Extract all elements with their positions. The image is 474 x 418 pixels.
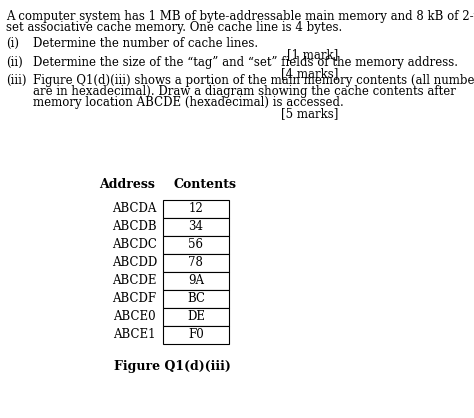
Text: set associative cache memory. One cache line is 4 bytes.: set associative cache memory. One cache …	[6, 21, 342, 34]
Text: Contents: Contents	[173, 178, 236, 191]
Text: (i): (i)	[6, 37, 19, 50]
Text: are in hexadecimal). Draw a diagram showing the cache contents after: are in hexadecimal). Draw a diagram show…	[33, 85, 456, 98]
Bar	[163, 290, 228, 308]
Bar	[163, 218, 228, 236]
Text: memory location ABCDE (hexadecimal) is accessed.: memory location ABCDE (hexadecimal) is a…	[33, 96, 343, 109]
Bar	[163, 254, 228, 272]
Text: 34: 34	[188, 220, 203, 233]
Text: (iii): (iii)	[6, 74, 26, 87]
Text: [1 mark]: [1 mark]	[287, 48, 338, 61]
Text: 12: 12	[189, 202, 203, 215]
Bar	[163, 326, 228, 344]
Text: 78: 78	[189, 256, 203, 269]
Text: [5 marks]: [5 marks]	[281, 107, 338, 120]
Text: ABCE0: ABCE0	[113, 310, 155, 323]
Bar	[163, 272, 228, 290]
Text: ABCE1: ABCE1	[113, 328, 155, 341]
Bar	[163, 308, 228, 326]
Text: Figure Q1(d)(iii): Figure Q1(d)(iii)	[113, 360, 230, 373]
Text: Determine the number of cache lines.: Determine the number of cache lines.	[33, 37, 258, 50]
Text: Determine the size of the “tag” and “set” fields of the memory address.: Determine the size of the “tag” and “set…	[33, 56, 458, 69]
Bar	[163, 236, 228, 254]
Text: ABCDF: ABCDF	[112, 292, 156, 305]
Text: Address: Address	[99, 178, 155, 191]
Text: Figure Q1(d)(iii) shows a portion of the main memory contents (all numbers: Figure Q1(d)(iii) shows a portion of the…	[33, 74, 474, 87]
Bar	[163, 200, 228, 218]
Text: ABCDE: ABCDE	[112, 274, 156, 287]
Text: A computer system has 1 MB of byte-addressable main memory and 8 kB of 2-way: A computer system has 1 MB of byte-addre…	[6, 10, 474, 23]
Text: ABCDA: ABCDA	[112, 202, 156, 215]
Text: 56: 56	[188, 238, 203, 251]
Text: (ii): (ii)	[6, 56, 23, 69]
Text: 9A: 9A	[188, 274, 204, 287]
Text: ABCDB: ABCDB	[112, 220, 156, 233]
Text: [4 marks]: [4 marks]	[281, 67, 338, 80]
Text: DE: DE	[187, 310, 205, 323]
Text: ABCDC: ABCDC	[112, 238, 157, 251]
Text: BC: BC	[187, 292, 205, 305]
Text: F0: F0	[188, 328, 204, 341]
Text: ABCDD: ABCDD	[111, 256, 157, 269]
